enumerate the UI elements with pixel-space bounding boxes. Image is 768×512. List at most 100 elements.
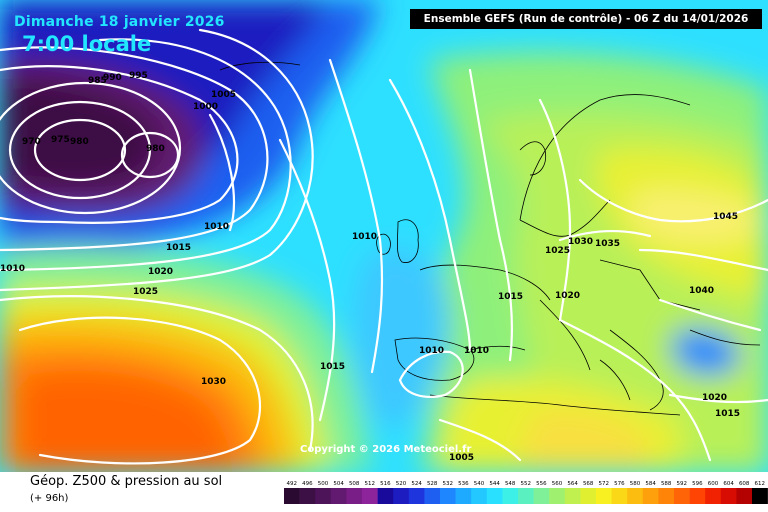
color-scale-label: 504 bbox=[333, 481, 344, 487]
isobar-label: 990 bbox=[103, 73, 122, 83]
color-scale-label: 556 bbox=[536, 481, 547, 487]
color-scale: 492 496 500 504 508 512 516 520 524 528 532 536 540 5… bbox=[284, 481, 768, 504]
coastlines bbox=[219, 61, 761, 416]
color-scale-swatch bbox=[346, 488, 363, 504]
color-scale-swatch bbox=[455, 488, 472, 504]
color-scale-label: 500 bbox=[318, 481, 329, 487]
color-scale-swatch bbox=[596, 488, 612, 504]
isobar-label: 1010 bbox=[464, 346, 489, 356]
isobar-label: 1015 bbox=[320, 362, 345, 372]
isobar-label: 975 bbox=[51, 135, 70, 145]
color-scale-swatch bbox=[580, 488, 597, 504]
geopotential-map: 985 990 995 1000 1005 970 975 980 980 10… bbox=[0, 0, 768, 472]
color-scale-swatch bbox=[658, 488, 675, 504]
isobar-label: 1010 bbox=[419, 346, 444, 356]
color-scale-label: 496 bbox=[302, 481, 313, 487]
forecast-time: 7:00 locale bbox=[22, 32, 152, 56]
isobar-label: 1025 bbox=[545, 246, 570, 256]
color-scale-swatch bbox=[564, 488, 581, 504]
z500-color-field bbox=[0, 0, 768, 472]
color-scale-swatch bbox=[486, 488, 503, 504]
color-scale-label: 580 bbox=[630, 481, 641, 487]
color-scale-label: 596 bbox=[692, 481, 703, 487]
isobar-label: 1020 bbox=[702, 393, 727, 403]
color-scale-swatch bbox=[736, 488, 753, 504]
isobar-label: 970 bbox=[22, 137, 41, 147]
color-scale-swatch bbox=[627, 488, 644, 504]
color-scale-swatch bbox=[705, 488, 722, 504]
isobar-label: 1035 bbox=[595, 239, 620, 249]
color-scale-label: 560 bbox=[552, 481, 563, 487]
color-scale-swatch bbox=[377, 488, 394, 504]
color-scale-swatch bbox=[720, 488, 737, 504]
isobar-label: 1045 bbox=[713, 212, 738, 222]
color-scale-swatch bbox=[533, 488, 550, 504]
color-scale-swatch bbox=[284, 488, 300, 504]
isobar-label: 1030 bbox=[201, 377, 226, 387]
isobar-label: 1015 bbox=[166, 243, 191, 253]
color-scale-label: 584 bbox=[645, 481, 656, 487]
color-scale-label: 528 bbox=[427, 481, 438, 487]
isobar-label: 1030 bbox=[568, 237, 593, 247]
color-scale-label: 492 bbox=[287, 481, 298, 487]
color-scale-label: 588 bbox=[661, 481, 672, 487]
model-run-title: Ensemble GEFS (Run de contrôle) - 06 Z d… bbox=[410, 9, 762, 29]
isobar-label: 985 bbox=[88, 76, 107, 86]
isobar-label: 1020 bbox=[148, 267, 173, 277]
color-scale-swatch bbox=[315, 488, 332, 504]
color-scale-swatch bbox=[424, 488, 441, 504]
isobar-label: 1010 bbox=[204, 222, 229, 232]
isobar-label: 1010 bbox=[0, 264, 25, 274]
color-scale-label: 576 bbox=[614, 481, 625, 487]
isobar-label: 1015 bbox=[715, 409, 740, 419]
color-scale-label: 524 bbox=[411, 481, 422, 487]
color-scale-swatch bbox=[611, 488, 628, 504]
isobar-label: 1005 bbox=[449, 453, 474, 463]
color-scale-swatch bbox=[549, 488, 566, 504]
color-scale-swatch bbox=[518, 488, 534, 504]
color-scale-label: 552 bbox=[521, 481, 532, 487]
color-scale-label: 572 bbox=[599, 481, 610, 487]
color-scale-swatch bbox=[689, 488, 706, 504]
isobar-label: 1020 bbox=[555, 291, 580, 301]
color-scale-swatch bbox=[299, 488, 316, 504]
color-scale-label: 532 bbox=[443, 481, 454, 487]
color-scale-swatch bbox=[408, 488, 425, 504]
color-scale-label: 568 bbox=[583, 481, 594, 487]
isobar-label: 1000 bbox=[193, 102, 218, 112]
color-scale-label: 520 bbox=[396, 481, 407, 487]
isobar-labels: 985 990 995 1000 1005 970 975 980 980 10… bbox=[0, 71, 740, 463]
color-scale-swatch bbox=[471, 488, 488, 504]
color-scale-label: 600 bbox=[708, 481, 719, 487]
color-scale-swatch bbox=[674, 488, 690, 504]
color-scale-swatch bbox=[440, 488, 456, 504]
isobar-label: 995 bbox=[129, 71, 148, 81]
color-scale-label: 508 bbox=[349, 481, 360, 487]
isobar-label: 980 bbox=[70, 137, 89, 147]
color-scale-swatch bbox=[330, 488, 347, 504]
color-scale-label: 512 bbox=[365, 481, 376, 487]
color-scale-swatch bbox=[393, 488, 410, 504]
color-scale-label: 612 bbox=[755, 481, 766, 487]
color-scale-label: 608 bbox=[739, 481, 750, 487]
legend-subtitle: (+ 96h) bbox=[30, 493, 69, 504]
color-scale-swatch bbox=[362, 488, 378, 504]
isobar-label: 1015 bbox=[498, 292, 523, 302]
color-scale-label: 536 bbox=[458, 481, 469, 487]
legend-panel: 492 496 500 504 508 512 516 520 524 528 532 536 540 5… bbox=[0, 472, 768, 512]
color-scale-label: 544 bbox=[489, 481, 500, 487]
color-scale-swatch bbox=[502, 488, 519, 504]
isobar-label: 1010 bbox=[352, 232, 377, 242]
color-scale-label: 548 bbox=[505, 481, 516, 487]
isobar-lines bbox=[0, 28, 768, 465]
color-scale-swatch bbox=[752, 488, 768, 504]
forecast-date: Dimanche 18 janvier 2026 bbox=[14, 14, 225, 30]
copyright-notice: Copyright © 2026 Meteociel.fr bbox=[300, 444, 472, 455]
color-scale-label: 516 bbox=[380, 481, 391, 487]
color-scale-label: 592 bbox=[677, 481, 688, 487]
isobar-label: 980 bbox=[146, 144, 165, 154]
isobar-label: 1025 bbox=[133, 287, 158, 297]
isobar-label: 1040 bbox=[689, 286, 714, 296]
color-scale-label: 604 bbox=[723, 481, 734, 487]
